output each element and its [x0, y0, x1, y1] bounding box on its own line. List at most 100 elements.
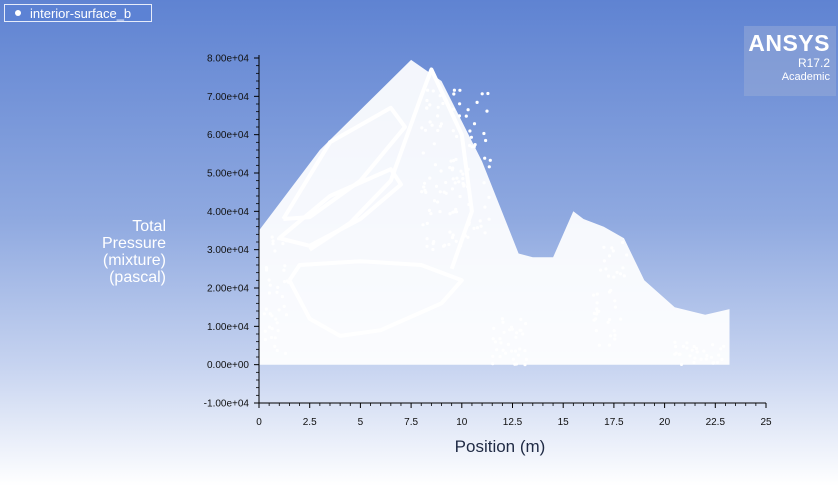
- data-point: [448, 166, 452, 170]
- y-tick-label: 8.00e+04: [207, 54, 249, 65]
- data-point: [479, 224, 483, 228]
- x-tick-label: 12.5: [503, 417, 523, 428]
- data-point: [452, 107, 456, 111]
- data-point: [594, 329, 599, 333]
- data-point: [263, 338, 267, 342]
- data-point: [510, 349, 514, 353]
- data-point: [443, 98, 447, 102]
- data-point: [608, 317, 612, 322]
- data-point: [420, 126, 424, 130]
- data-point: [455, 134, 459, 139]
- data-point: [466, 223, 470, 227]
- data-point: [685, 346, 689, 350]
- data-point: [674, 351, 678, 355]
- data-point: [267, 291, 272, 295]
- data-point: [467, 202, 471, 207]
- data-point: [717, 353, 721, 357]
- data-point: [612, 329, 616, 333]
- data-point: [693, 356, 697, 360]
- data-point: [621, 240, 625, 245]
- data-point: [453, 210, 457, 214]
- data-point: [431, 247, 435, 252]
- x-tick-label: 10: [456, 417, 468, 428]
- data-point: [524, 357, 529, 361]
- data-point: [498, 355, 502, 359]
- data-point: [595, 307, 599, 311]
- data-point: [595, 309, 600, 314]
- data-point: [482, 181, 486, 185]
- data-point: [523, 349, 527, 353]
- data-point: [270, 327, 274, 331]
- data-point: [702, 349, 706, 353]
- data-point: [602, 245, 606, 249]
- data-point: [264, 268, 269, 272]
- data-point: [508, 328, 512, 332]
- y-tick-label: 7.00e+04: [207, 92, 249, 103]
- data-point: [459, 169, 463, 173]
- data-point: [434, 184, 439, 188]
- data-point: [592, 311, 596, 315]
- data-point: [499, 341, 503, 345]
- data-point: [480, 92, 484, 96]
- x-tick-label: 7.5: [404, 417, 418, 428]
- data-point: [506, 342, 510, 346]
- data-point: [454, 207, 458, 211]
- data-point: [420, 190, 424, 194]
- data-point: [282, 268, 286, 272]
- data-point: [594, 317, 598, 321]
- data-point: [268, 325, 272, 329]
- data-point: [607, 290, 612, 294]
- data-point: [674, 345, 678, 349]
- data-point: [501, 320, 505, 324]
- y-axis-label-line: (mixture): [102, 252, 166, 269]
- data-point: [451, 233, 455, 237]
- data-point: [607, 343, 612, 347]
- legend-marker-icon: [15, 10, 21, 16]
- data-point: [509, 325, 514, 329]
- logo-edition: Academic: [781, 71, 830, 83]
- data-curve-top-curve: [308, 67, 474, 270]
- data-point: [491, 354, 495, 358]
- data-point: [432, 199, 437, 203]
- data-point: [486, 91, 490, 96]
- data-point: [276, 285, 280, 289]
- y-axis-label-line: (pascal): [109, 269, 166, 286]
- data-point: [275, 290, 279, 294]
- data-point: [599, 268, 603, 272]
- data-point: [273, 344, 277, 348]
- data-point: [502, 330, 506, 334]
- data-point: [425, 237, 429, 241]
- data-point: [452, 159, 456, 163]
- data-point: [451, 129, 455, 133]
- data-point: [459, 244, 463, 248]
- data-point: [450, 113, 454, 117]
- y-tick-label: 2.00e+04: [207, 284, 249, 295]
- data-point: [487, 217, 491, 221]
- data-region-envelope: [259, 59, 730, 365]
- data-point: [679, 362, 684, 366]
- data-point: [625, 253, 629, 257]
- data-point: [673, 340, 677, 344]
- data-point: [467, 220, 471, 225]
- data-point: [448, 230, 452, 234]
- data-point: [609, 334, 613, 338]
- data-point: [449, 159, 453, 163]
- data-point: [719, 347, 723, 351]
- data-point: [611, 249, 615, 253]
- data-point: [458, 102, 462, 106]
- data-point: [275, 348, 279, 353]
- data-point: [606, 274, 611, 278]
- data-point: [470, 145, 474, 149]
- data-point: [491, 337, 495, 341]
- x-tick-label: 5: [358, 417, 364, 428]
- data-point: [463, 234, 468, 238]
- data-point: [516, 353, 521, 357]
- data-point: [493, 340, 497, 344]
- data-point: [458, 88, 462, 92]
- data-point: [468, 129, 472, 133]
- data-point: [438, 124, 442, 128]
- data-point: [462, 184, 466, 188]
- data-point: [524, 322, 528, 326]
- data-point: [492, 326, 496, 330]
- data-point: [595, 301, 599, 305]
